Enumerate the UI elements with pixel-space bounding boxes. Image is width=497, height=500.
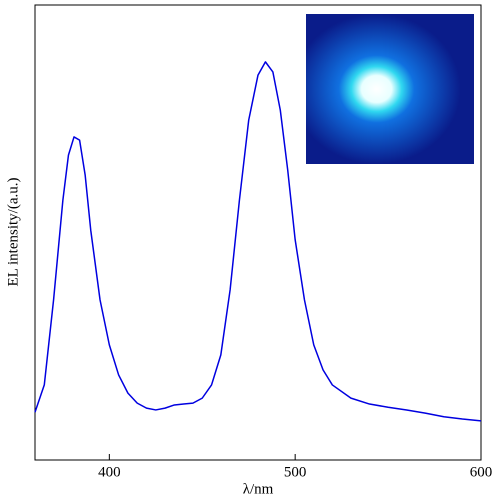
x-tick-label: 400 — [98, 464, 121, 480]
x-tick-label: 500 — [284, 464, 307, 480]
plot-frame — [34, 4, 482, 461]
y-axis-label: EL intensity/(a.u.) — [5, 177, 21, 286]
inset-photo — [306, 14, 474, 164]
x-axis-label: λ/nm — [243, 481, 274, 497]
spectrum-line — [34, 61, 482, 422]
x-tick-label: 600 — [470, 464, 493, 480]
